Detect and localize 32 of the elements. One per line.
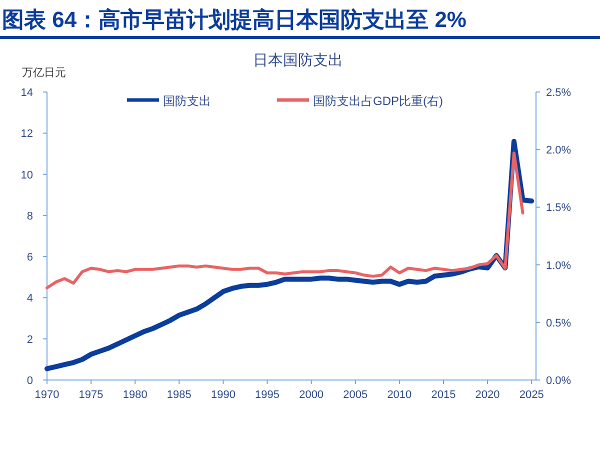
y2-tick-label: 0.0% <box>546 375 572 387</box>
x-tick-label: 2025 <box>519 389 544 401</box>
x-tick-label: 2015 <box>431 389 456 401</box>
y-tick-label: 12 <box>20 128 33 140</box>
legend-label: 国防支出占GDP比重(右) <box>313 94 443 108</box>
y-tick-label: 2 <box>26 334 33 346</box>
y-tick-label: 6 <box>26 252 33 264</box>
x-tick-label: 1980 <box>122 389 148 401</box>
y-tick-label: 0 <box>26 375 33 387</box>
legend-label: 国防支出 <box>163 94 211 108</box>
line-series <box>46 152 524 290</box>
y-tick-label: 4 <box>26 292 33 305</box>
x-tick-label: 1990 <box>210 389 236 401</box>
x-tick-label: 2000 <box>299 389 324 401</box>
x-tick-label: 1995 <box>255 389 280 401</box>
y2-tick-label: 0.5% <box>546 317 572 330</box>
y-tick-label: 10 <box>20 169 33 182</box>
x-tick-label: 2005 <box>343 389 368 401</box>
x-tick-label: 1975 <box>78 389 104 401</box>
y-tick-label: 8 <box>26 210 33 222</box>
y2-tick-label: 1.5% <box>546 202 572 214</box>
x-tick-label: 1985 <box>166 389 192 401</box>
x-tick-label: 2010 <box>387 389 412 401</box>
y2-tick-label: 2.0% <box>546 144 572 157</box>
x-tick-label: 2020 <box>475 389 500 401</box>
y2-tick-label: 1.0% <box>546 260 572 272</box>
x-tick-label: 1970 <box>34 389 60 401</box>
chart-subtitle: 日本国防支出 <box>253 52 343 69</box>
y-tick-label: 14 <box>20 87 33 99</box>
chart-title: 图表 64：高市早苗计划提高日本国防支出至 2% <box>2 7 466 32</box>
y2-tick-label: 2.5% <box>546 87 572 99</box>
y-axis-title: 万亿日元 <box>22 67 66 79</box>
